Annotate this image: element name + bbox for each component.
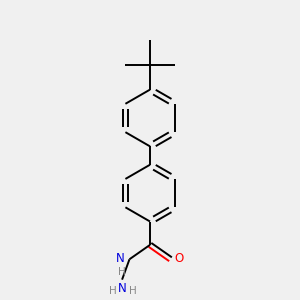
Text: H: H [109, 286, 117, 296]
Text: H: H [129, 286, 136, 296]
Text: N: N [118, 282, 127, 295]
Text: H: H [118, 267, 126, 277]
Text: N: N [116, 252, 124, 266]
Text: O: O [175, 252, 184, 265]
